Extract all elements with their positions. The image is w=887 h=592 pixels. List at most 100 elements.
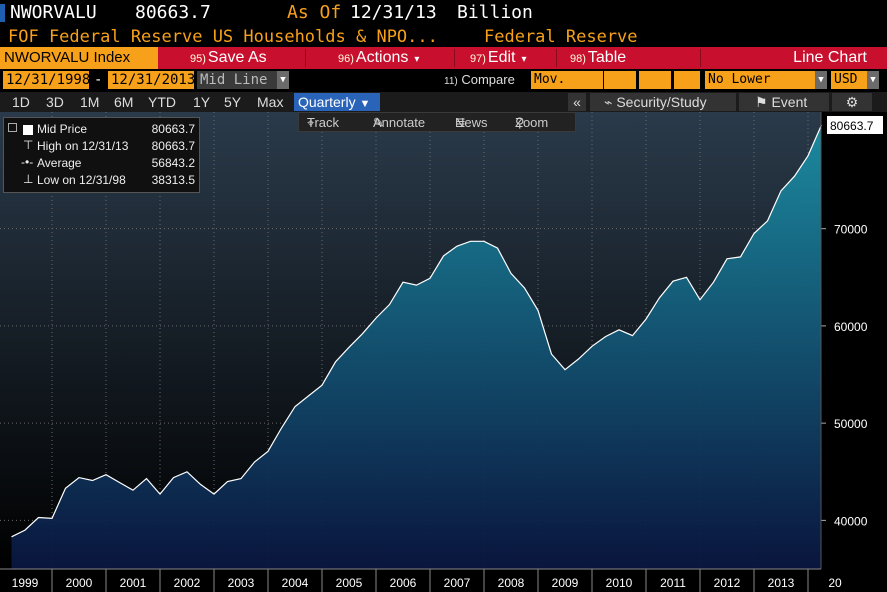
field-select[interactable]: Mid Line — [197, 71, 277, 89]
x-tick-label: 2002 — [174, 576, 201, 590]
start-date-field[interactable]: 12/31/1998 — [3, 71, 90, 89]
edit-button[interactable]: 97) Edit ▾ — [470, 47, 527, 69]
period-1y-button[interactable]: 1Y — [193, 94, 211, 110]
x-tick-label: 2004 — [282, 576, 309, 590]
x-tick-label: 20 — [828, 576, 842, 590]
track-label: Track — [307, 115, 340, 130]
data-point — [388, 303, 392, 307]
header-bar: NWORVALU 80663.7 As Of 12/31/13 Billion — [0, 0, 887, 26]
data-point — [23, 528, 27, 532]
data-point — [199, 482, 203, 486]
last-value-label: 80663.7 — [830, 119, 874, 133]
mov-avgs-input-1[interactable] — [604, 71, 636, 89]
period-1d-button[interactable]: 1D — [12, 94, 30, 110]
legend-label: Low on 12/31/98 — [37, 173, 126, 187]
chart-legend: Mid Price 80663.7 ⊤ High on 12/31/13 806… — [3, 117, 200, 193]
divider — [556, 49, 557, 67]
data-point — [779, 189, 783, 193]
data-point — [725, 257, 729, 261]
data-point — [104, 473, 108, 477]
data-point — [442, 254, 446, 258]
chevron-down-icon[interactable]: ▼ — [815, 71, 827, 89]
data-point — [604, 335, 608, 339]
settings-button[interactable]: ⚙ — [832, 93, 872, 111]
series-line — [11, 124, 823, 538]
event-button[interactable]: ⚑ Event — [739, 93, 829, 111]
low-marker-icon: ⊥ — [23, 172, 34, 186]
data-point — [401, 280, 405, 284]
period-ytd-button[interactable]: YTD — [148, 94, 176, 110]
compare-shortcut: 11) — [444, 76, 458, 87]
actions-label: Actions — [355, 49, 409, 66]
description-bar: FOF Federal Reserve US Households & NPO.… — [0, 26, 887, 48]
collapse-button[interactable]: « — [568, 93, 586, 111]
x-tick-label: 2009 — [552, 576, 579, 590]
x-tick-label: 2007 — [444, 576, 471, 590]
mov-avgs-field[interactable]: Mov. Avgs — [531, 71, 603, 105]
period-bar: 1D 3D 1M 6M YTD 1Y 5Y Max Quarterly ▼ « … — [0, 92, 887, 112]
x-tick-label: 2008 — [498, 576, 525, 590]
data-point — [50, 516, 54, 520]
high-marker-icon: ⊤ — [23, 138, 34, 152]
period-3d-button[interactable]: 3D — [46, 94, 64, 110]
data-point — [64, 486, 68, 490]
data-point — [226, 479, 230, 483]
as-of-date: 12/31/13 — [350, 2, 437, 23]
chart-type-button[interactable]: Line Chart — [793, 49, 867, 66]
legend-row-mid-price: Mid Price 80663.7 — [23, 122, 195, 138]
series-area — [11, 125, 822, 569]
legend-label: High on 12/31/13 — [37, 139, 129, 153]
data-point — [361, 332, 365, 336]
news-icon: ≣ — [455, 115, 466, 130]
command-bar: NWORVALU Index 95) Save As 96) Actions ▾ 97… — [0, 47, 887, 69]
chevron-down-icon[interactable]: ▼ — [277, 71, 289, 89]
security-field[interactable]: NWORVALU Index — [0, 47, 158, 69]
data-point — [577, 357, 581, 361]
table-shortcut: 98) — [570, 53, 586, 65]
data-point — [752, 232, 756, 236]
x-tick-label: 1999 — [12, 576, 39, 590]
period-1m-button[interactable]: 1M — [80, 94, 100, 110]
last-value: 80663.7 — [135, 2, 211, 23]
data-point — [320, 383, 324, 387]
legend-label: Average — [37, 156, 82, 170]
data-point — [671, 279, 675, 283]
actions-button[interactable]: 96) Actions ▾ — [338, 47, 419, 69]
data-point — [37, 515, 41, 519]
x-tick-label: 2005 — [336, 576, 363, 590]
data-point — [469, 239, 473, 243]
collapse-legend-icon[interactable] — [8, 123, 17, 132]
chart-icon: ⌁ — [604, 94, 613, 110]
chevron-down-icon[interactable]: ▼ — [867, 71, 879, 89]
data-point — [266, 449, 270, 453]
period-max-button[interactable]: Max — [257, 94, 284, 110]
active-marker — [0, 4, 5, 22]
series-swatch-icon — [23, 125, 33, 135]
data-point — [10, 535, 14, 539]
x-tick-label: 2000 — [66, 576, 93, 590]
pencil-icon: ✎ — [373, 115, 384, 130]
mov-avgs-input-3[interactable] — [674, 71, 700, 89]
edit-shortcut: 97) — [470, 53, 486, 65]
frequency-select[interactable]: Quarterly ▼ — [294, 93, 380, 111]
divider — [700, 49, 701, 67]
x-tick-label: 2003 — [228, 576, 255, 590]
security-study-button[interactable]: ⌁ Security/Study — [590, 93, 736, 111]
data-point — [428, 276, 432, 280]
as-of-label: As Of — [287, 2, 342, 23]
chevron-down-icon: ▾ — [521, 54, 527, 65]
lower-chart-select[interactable]: No Lower Chart — [705, 71, 815, 105]
data-point — [685, 275, 689, 279]
save-as-button[interactable]: 95) Save As — [190, 47, 267, 69]
data-point — [145, 477, 149, 481]
period-5y-button[interactable]: 5Y — [224, 94, 242, 110]
period-6m-button[interactable]: 6M — [114, 94, 134, 110]
compare-button[interactable]: 11) Compare — [441, 71, 531, 89]
legend-row-average: -•- Average 56843.2 — [21, 155, 195, 172]
line-chart[interactable]: 40000 50000 60000 70000 1999 2000 2001 2002 200… — [0, 112, 887, 592]
source-label: Federal Reserve — [484, 27, 638, 47]
mov-avgs-input-2[interactable] — [639, 71, 671, 89]
end-date-field[interactable]: 12/31/2013 — [108, 71, 195, 89]
currency-select[interactable]: USD — [831, 71, 867, 89]
table-button[interactable]: 98) Table — [570, 47, 626, 69]
